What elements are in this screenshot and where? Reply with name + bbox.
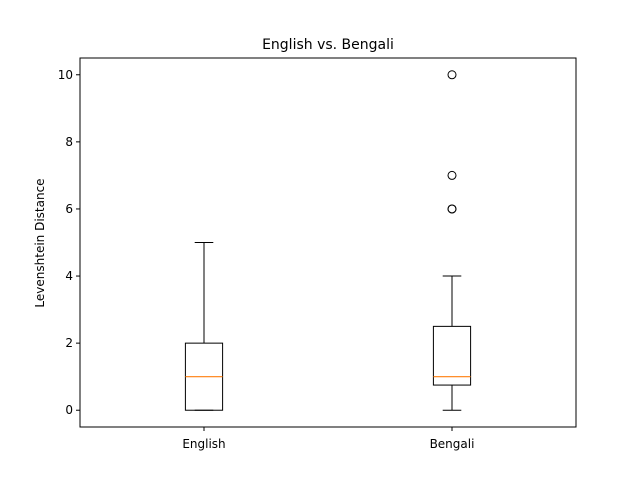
outlier-point (447, 70, 457, 80)
x-tick-label: English (182, 437, 225, 451)
y-tick-label: 6 (65, 202, 73, 216)
y-axis-label: Levenshtein Distance (33, 178, 47, 307)
chart-title: English vs. Bengali (262, 37, 394, 53)
y-tick-label: 0 (65, 403, 73, 417)
x-tick-label: Bengali (430, 437, 475, 451)
y-tick-label: 8 (65, 135, 73, 149)
plot-frame (79, 57, 577, 428)
plot-area: 0 2 4 6 8 10 English Bengali (58, 68, 475, 451)
y-tick-label: 10 (58, 68, 73, 82)
outlier-point (447, 170, 457, 180)
y-tick-label: 2 (65, 336, 73, 350)
box-iqr (432, 325, 472, 386)
y-tick-label: 4 (65, 269, 73, 283)
outlier-point (447, 204, 457, 214)
